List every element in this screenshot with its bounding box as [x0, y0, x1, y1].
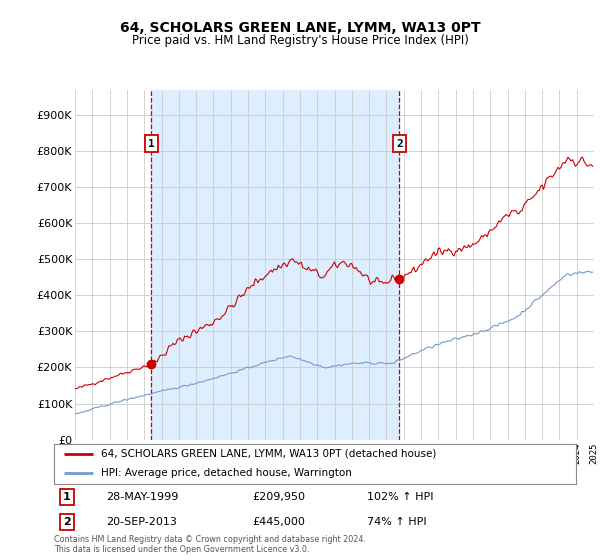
Text: 1: 1: [63, 492, 71, 502]
Text: 20-SEP-2013: 20-SEP-2013: [106, 517, 177, 527]
Text: £209,950: £209,950: [253, 492, 305, 502]
Text: 74% ↑ HPI: 74% ↑ HPI: [367, 517, 427, 527]
Text: Price paid vs. HM Land Registry's House Price Index (HPI): Price paid vs. HM Land Registry's House …: [131, 34, 469, 46]
Text: Contains HM Land Registry data © Crown copyright and database right 2024.
This d: Contains HM Land Registry data © Crown c…: [54, 535, 366, 554]
Text: £445,000: £445,000: [253, 517, 305, 527]
Text: 1: 1: [148, 139, 155, 149]
Text: 2: 2: [396, 139, 403, 149]
Text: 28-MAY-1999: 28-MAY-1999: [106, 492, 179, 502]
Text: HPI: Average price, detached house, Warrington: HPI: Average price, detached house, Warr…: [101, 468, 352, 478]
Text: 64, SCHOLARS GREEN LANE, LYMM, WA13 0PT (detached house): 64, SCHOLARS GREEN LANE, LYMM, WA13 0PT …: [101, 449, 436, 459]
Text: 102% ↑ HPI: 102% ↑ HPI: [367, 492, 434, 502]
Bar: [151, 90, 400, 440]
Text: 2: 2: [63, 517, 71, 527]
Text: 64, SCHOLARS GREEN LANE, LYMM, WA13 0PT: 64, SCHOLARS GREEN LANE, LYMM, WA13 0PT: [119, 21, 481, 35]
